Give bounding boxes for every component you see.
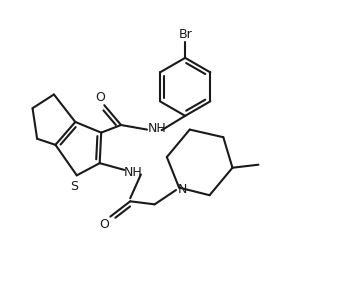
Text: S: S	[70, 180, 78, 192]
Text: Br: Br	[178, 28, 192, 41]
Text: O: O	[95, 91, 105, 104]
Text: N: N	[177, 183, 187, 196]
Text: NH: NH	[123, 166, 142, 179]
Text: NH: NH	[148, 122, 166, 135]
Text: O: O	[99, 218, 109, 231]
